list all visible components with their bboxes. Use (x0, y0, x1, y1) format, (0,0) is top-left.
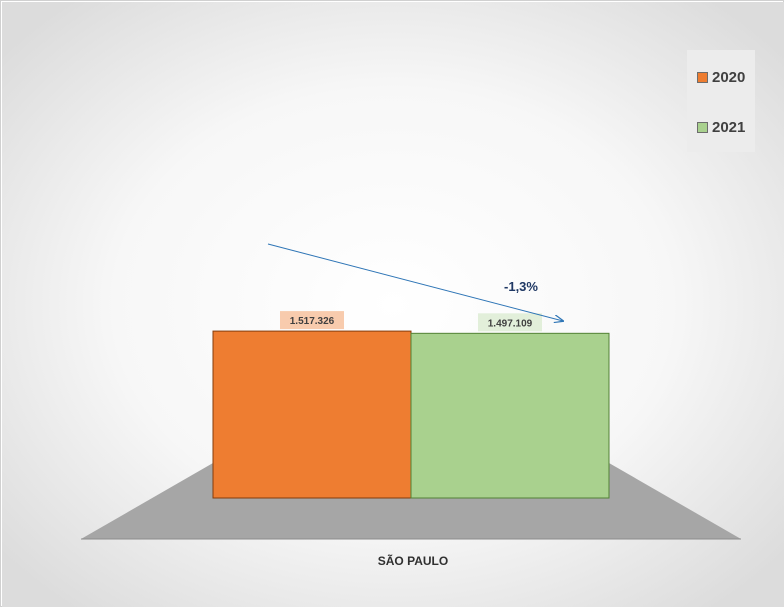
bar-2021 (410, 332, 610, 499)
data-label-bg-2020 (280, 311, 344, 330)
legend-item-2021: 2021 (697, 119, 745, 136)
legend: 2020 2021 (687, 50, 755, 152)
change-annotation: -1,3% (504, 279, 538, 294)
data-label-bg-2021 (478, 313, 542, 332)
data-label-2021: 1.497.109 (488, 318, 533, 329)
legend-label-2020: 2020 (712, 69, 746, 86)
category-label: SÃO PAULO (377, 554, 449, 568)
data-label-2020: 1.517.326 (290, 316, 335, 327)
trend-arrow (267, 243, 563, 321)
legend-swatch-2021 (697, 122, 708, 133)
legend-swatch-2020 (697, 72, 708, 83)
legend-item-2020: 2020 (697, 69, 745, 86)
bar-2020 (212, 330, 412, 499)
legend-label-2021: 2021 (712, 119, 746, 136)
